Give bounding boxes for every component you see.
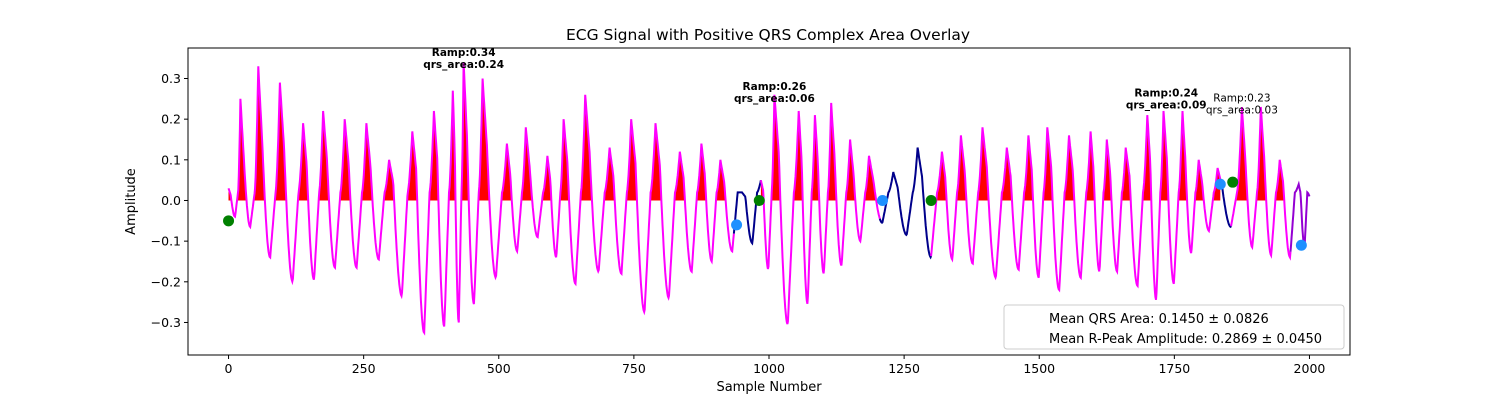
peak-annotation-line: qrs_area:0.06 [734, 93, 815, 105]
y-tick-label: −0.2 [151, 274, 181, 289]
x-tick-label: 250 [352, 361, 376, 376]
qrs-offset-marker [876, 194, 888, 206]
legend-box [1003, 304, 1345, 350]
signal-segment-qrs [759, 94, 881, 325]
chart-title: ECG Signal with Positive QRS Complex Are… [566, 26, 970, 44]
x-tick-label: 500 [487, 361, 511, 376]
qrs-offset-marker [1295, 239, 1307, 251]
x-tick-label: 1750 [1158, 361, 1190, 376]
x-tick-label: 2000 [1294, 361, 1326, 376]
x-tick-label: 1000 [753, 361, 785, 376]
signal-segment-qrs [930, 110, 1222, 301]
y-axis-title: Amplitude [124, 168, 139, 235]
qrs-offset-marker [731, 219, 743, 231]
qrs-offset-marker [1214, 178, 1226, 190]
peak-annotation-line: qrs_area:0.09 [1126, 99, 1207, 111]
signal-segment-qrs [227, 62, 735, 336]
signal-segment-tail [1289, 180, 1311, 252]
x-axis-title: Sample Number [716, 380, 822, 395]
x-tick-label: 750 [622, 361, 646, 376]
peak-annotation-line: qrs_area:0.03 [1206, 105, 1278, 117]
legend-entry-mean-qrs-area: Mean QRS Area: 0.1450 ± 0.0826 [1049, 312, 1269, 327]
y-tick-label: 0.1 [161, 152, 181, 167]
signal-segment-baseline [878, 147, 933, 260]
qrs-area-fill [760, 94, 880, 201]
annotation-layer: Ramp:0.34qrs_area:0.24Ramp:0.26qrs_area:… [423, 47, 1278, 117]
qrs-onset-marker [753, 194, 765, 206]
peak-annotation-line: Ramp:0.24 [1134, 87, 1198, 99]
signal-segment-qrs [1230, 106, 1292, 261]
x-axis: 0 250 500 750 1000 1250 1500 1750 2000 [225, 355, 1326, 376]
signal-segment-baseline [732, 180, 762, 246]
peak-annotation-line: Ramp:0.23 [1213, 93, 1270, 105]
peak-annotation-line: Ramp:0.34 [432, 47, 496, 59]
x-tick-label: 1500 [1023, 361, 1055, 376]
x-tick-label: 1250 [888, 361, 920, 376]
qrs-onset-marker [223, 215, 235, 227]
y-tick-label: 0.2 [161, 112, 181, 127]
qrs-area-fill [931, 111, 1221, 201]
x-tick-label: 0 [225, 361, 233, 376]
legend: Mean QRS Area: 0.1450 ± 0.0826 Mean R-Pe… [1003, 304, 1345, 350]
y-tick-label: 0.3 [161, 71, 181, 86]
y-tick-label: 0.0 [161, 193, 181, 208]
marker-layer [223, 176, 1307, 251]
qrs-onset-marker [1227, 176, 1239, 188]
y-tick-label: −0.3 [151, 315, 181, 330]
qrs-onset-marker [925, 194, 937, 206]
y-axis: −0.3 −0.2 −0.1 0.0 0.1 0.2 0.3 [151, 71, 188, 330]
peak-annotation-line: Ramp:0.26 [743, 81, 807, 93]
peak-annotation-line: qrs_area:0.24 [423, 59, 504, 71]
y-tick-label: −0.1 [151, 234, 181, 249]
legend-entry-mean-r-peak-amplitude: Mean R-Peak Amplitude: 0.2869 ± 0.0450 [1049, 332, 1322, 347]
